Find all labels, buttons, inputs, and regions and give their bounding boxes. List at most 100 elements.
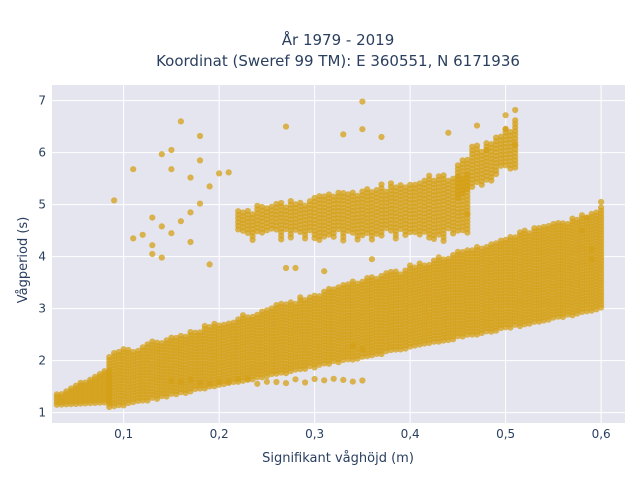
scatter-point xyxy=(130,166,137,173)
scatter-point xyxy=(206,183,213,190)
scatter-point xyxy=(58,391,65,398)
scatter-point xyxy=(196,132,204,140)
scatter-point xyxy=(373,275,380,283)
y-tick-label: 2 xyxy=(38,354,46,368)
scatter-point xyxy=(469,247,476,254)
scatter-point xyxy=(483,146,490,154)
scatter-point xyxy=(483,140,490,147)
scatter-point xyxy=(445,255,452,262)
scatter-point xyxy=(502,126,509,133)
scatter-point xyxy=(478,148,485,156)
scatter-point xyxy=(196,329,204,336)
scatter-point xyxy=(163,337,170,344)
scatter-point xyxy=(555,220,562,227)
scatter-point xyxy=(225,320,232,327)
scatter-point xyxy=(593,209,600,216)
scatter-point xyxy=(454,162,461,169)
scatter-point xyxy=(545,223,552,230)
scatter-point xyxy=(411,264,418,271)
scatter-point xyxy=(316,193,323,200)
scatter-point xyxy=(211,320,218,327)
scatter-point xyxy=(187,238,194,246)
scatter-point xyxy=(254,202,261,209)
scatter-point xyxy=(569,215,576,222)
scatter-point xyxy=(521,227,528,234)
scatter-point xyxy=(292,264,299,272)
scatter-point xyxy=(340,282,347,289)
scatter-point xyxy=(149,214,156,221)
scatter-point xyxy=(91,373,99,380)
scatter-point xyxy=(101,368,108,375)
scatter-point xyxy=(578,212,586,219)
y-tick-label: 4 xyxy=(38,250,46,264)
x-tick-label: 0,2 xyxy=(210,427,229,441)
scatter-point xyxy=(206,324,213,331)
scatter-point xyxy=(196,157,204,164)
scatter-point xyxy=(311,375,318,383)
scatter-point xyxy=(149,242,156,249)
chart-title-line-2: Koordinat (Sweref 99 TM): E 360551, N 61… xyxy=(156,52,520,70)
scatter-point xyxy=(445,129,452,136)
scatter-point xyxy=(531,225,538,232)
scatter-point xyxy=(196,200,204,207)
scatter-point xyxy=(292,201,299,208)
scatter-point xyxy=(402,267,409,274)
scatter-point xyxy=(321,193,328,200)
scatter-point xyxy=(168,230,175,237)
y-tick-label: 6 xyxy=(38,146,46,160)
scatter-point xyxy=(397,271,404,278)
scatter-point xyxy=(273,378,280,386)
scatter-point xyxy=(364,186,371,193)
scatter-point xyxy=(345,281,352,288)
scatter-point xyxy=(321,377,328,384)
scatter-point xyxy=(354,192,361,199)
scatter-point xyxy=(139,231,146,238)
y-tick-label: 7 xyxy=(38,94,46,108)
scatter-point xyxy=(125,346,132,354)
scatter-point xyxy=(306,198,313,205)
scatter-point xyxy=(292,300,299,308)
scatter-point xyxy=(306,294,313,301)
scatter-point xyxy=(316,293,323,300)
scatter-point xyxy=(507,234,514,241)
scatter-point xyxy=(168,146,175,154)
scatter-point xyxy=(378,272,385,280)
scatter-point xyxy=(82,379,89,386)
scatter-point xyxy=(139,344,146,351)
x-tick-label: 0,5 xyxy=(496,427,515,441)
scatter-point xyxy=(297,199,304,206)
scatter-point xyxy=(483,244,490,251)
scatter-point xyxy=(235,208,242,215)
scatter-point xyxy=(497,133,504,140)
scatter-point xyxy=(120,346,127,353)
scatter-point xyxy=(168,166,175,173)
scatter-point xyxy=(235,316,242,323)
scatter-point xyxy=(254,311,261,318)
scatter-point xyxy=(502,112,509,119)
scatter-point xyxy=(302,379,309,386)
scatter-point xyxy=(249,313,256,320)
scatter-point xyxy=(512,106,519,114)
scatter-point xyxy=(77,379,84,386)
scatter-point xyxy=(302,202,309,209)
scatter-point xyxy=(216,378,223,385)
scatter-point xyxy=(72,382,79,389)
scatter-point xyxy=(287,299,294,306)
scatter-point xyxy=(225,169,232,176)
x-axis-title: Signifikant våghöjd (m) xyxy=(262,451,414,466)
scatter-point xyxy=(196,379,204,386)
scatter-point xyxy=(588,256,595,263)
scatter-point xyxy=(311,292,318,299)
scatter-point xyxy=(383,188,390,195)
scatter-point xyxy=(187,174,194,181)
scatter-point xyxy=(493,240,500,247)
scatter-point xyxy=(96,371,103,378)
y-axis-ticks: 1 2 3 4 5 6 7 xyxy=(38,94,46,420)
scatter-point xyxy=(268,203,275,210)
y-tick-label: 1 xyxy=(38,406,46,420)
scatter-point xyxy=(321,288,328,295)
scatter-point xyxy=(239,209,247,216)
scatter-point xyxy=(144,341,151,348)
scatter-point xyxy=(435,254,442,261)
